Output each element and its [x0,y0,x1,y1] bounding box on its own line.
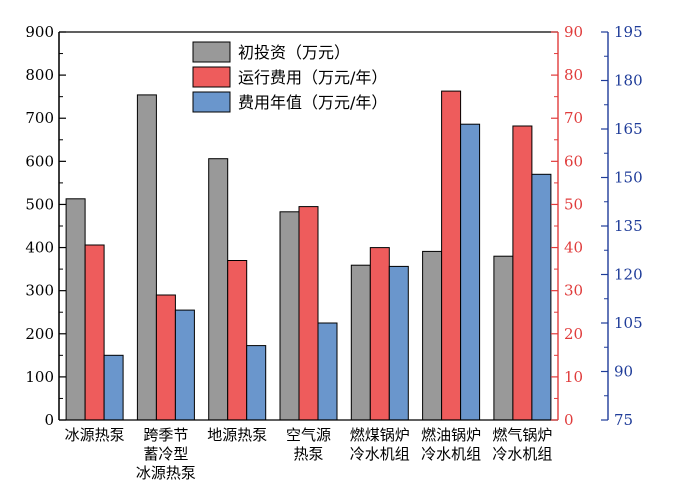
bar-3-3 [246,345,267,421]
category-label-6: 燃油锅炉 [421,426,481,444]
bar-1-1 [65,198,86,421]
right-axis-1-tick-label: 60 [564,152,583,170]
right-axis-1-tick-label: 20 [564,325,583,343]
left-axis-tick-label: 200 [25,325,54,343]
right-axis-1-tick-label: 80 [564,66,583,84]
bar-2-7 [512,125,533,421]
right-axis-2-tick-label: 195 [614,23,643,41]
legend-swatch-2 [192,66,231,88]
bar-2-1 [84,244,105,421]
right-axis-2-tick-label: 135 [614,217,643,235]
legend-swatch-1 [192,41,231,63]
bar-1-5 [350,264,371,421]
left-axis-tick-label: 400 [25,239,54,257]
bar-3-5 [388,265,409,421]
right-axis-1-tick-label: 40 [564,239,583,257]
category-label-3: 地源热泵 [207,426,267,444]
bar-1-6 [422,250,443,421]
right-axis-1-tick-label: 0 [564,411,574,429]
left-axis-tick-label: 800 [25,66,54,84]
bar-2-5 [369,247,390,421]
bar-3-6 [460,123,481,421]
legend: 初投资（万元） 运行费用（万元/年） 费用年值（万元/年） [192,41,387,113]
legend-swatch-3 [192,91,231,113]
right-axis-1-tick-label: 70 [564,109,583,127]
left-axis-tick-label: 500 [25,195,54,213]
category-label-2: 跨季节 [143,426,188,444]
bar-1-4 [279,211,300,421]
category-label-2: 蓄冷型 [143,445,188,463]
right-axis-2-tick-label: 150 [614,169,643,187]
legend-label-2: 运行费用（万元/年） [238,68,387,87]
right-axis-1-tick-label: 30 [564,282,583,300]
bar-1-3 [208,158,229,421]
right-axis-1-tick-label: 10 [564,368,583,386]
right-axis-2-tick-label: 120 [614,266,643,284]
right-axis-2-tick-label: 75 [614,411,633,429]
bar-3-1 [103,354,124,421]
bar-3-2 [174,309,195,421]
category-label-4: 热泵 [293,445,323,463]
bar-2-2 [155,294,176,421]
legend-label-1: 初投资（万元） [238,43,350,62]
bar-1-7 [493,255,514,421]
category-label-5: 燃煤锅炉 [350,426,410,444]
left-axis-tick-label: 700 [25,109,54,127]
right-axis-2-tick-label: 165 [614,120,643,138]
left-axis-tick-label: 900 [25,23,54,41]
left-axis-tick-label: 0 [44,411,54,429]
right-axis-2-tick-label: 180 [614,72,643,90]
category-label-4: 空气源 [286,426,331,444]
left-axis-tick-label: 100 [25,368,54,386]
bar-3-4 [317,322,338,421]
bar-2-3 [227,260,248,421]
bar-2-6 [441,90,462,421]
bar-1-2 [136,94,157,421]
right-axis-1-tick-label: 50 [564,195,583,213]
right-axis-1-tick-label: 90 [564,23,583,41]
category-label-7: 冷水机组 [492,445,552,463]
bars-layer [65,90,552,421]
bar-3-7 [531,173,552,421]
category-label-7: 燃气锅炉 [492,426,552,444]
category-label-1: 冰源热泵 [65,426,125,444]
legend-label-3: 费用年值（万元/年） [238,93,387,112]
category-label-2: 冰源热泵 [136,464,196,482]
right-axis-2-tick-label: 105 [614,314,643,332]
bar-2-4 [298,206,319,421]
category-label-5: 冷水机组 [350,445,410,463]
axes-layer: 0 100 200 300 400 500 600 700 800 900 0 10 20 30 40 50 6… [25,23,642,482]
right-axis-2-tick-label: 90 [614,363,633,381]
left-axis-tick-label: 600 [25,152,54,170]
category-label-6: 冷水机组 [421,445,481,463]
left-axis-tick-label: 300 [25,282,54,300]
